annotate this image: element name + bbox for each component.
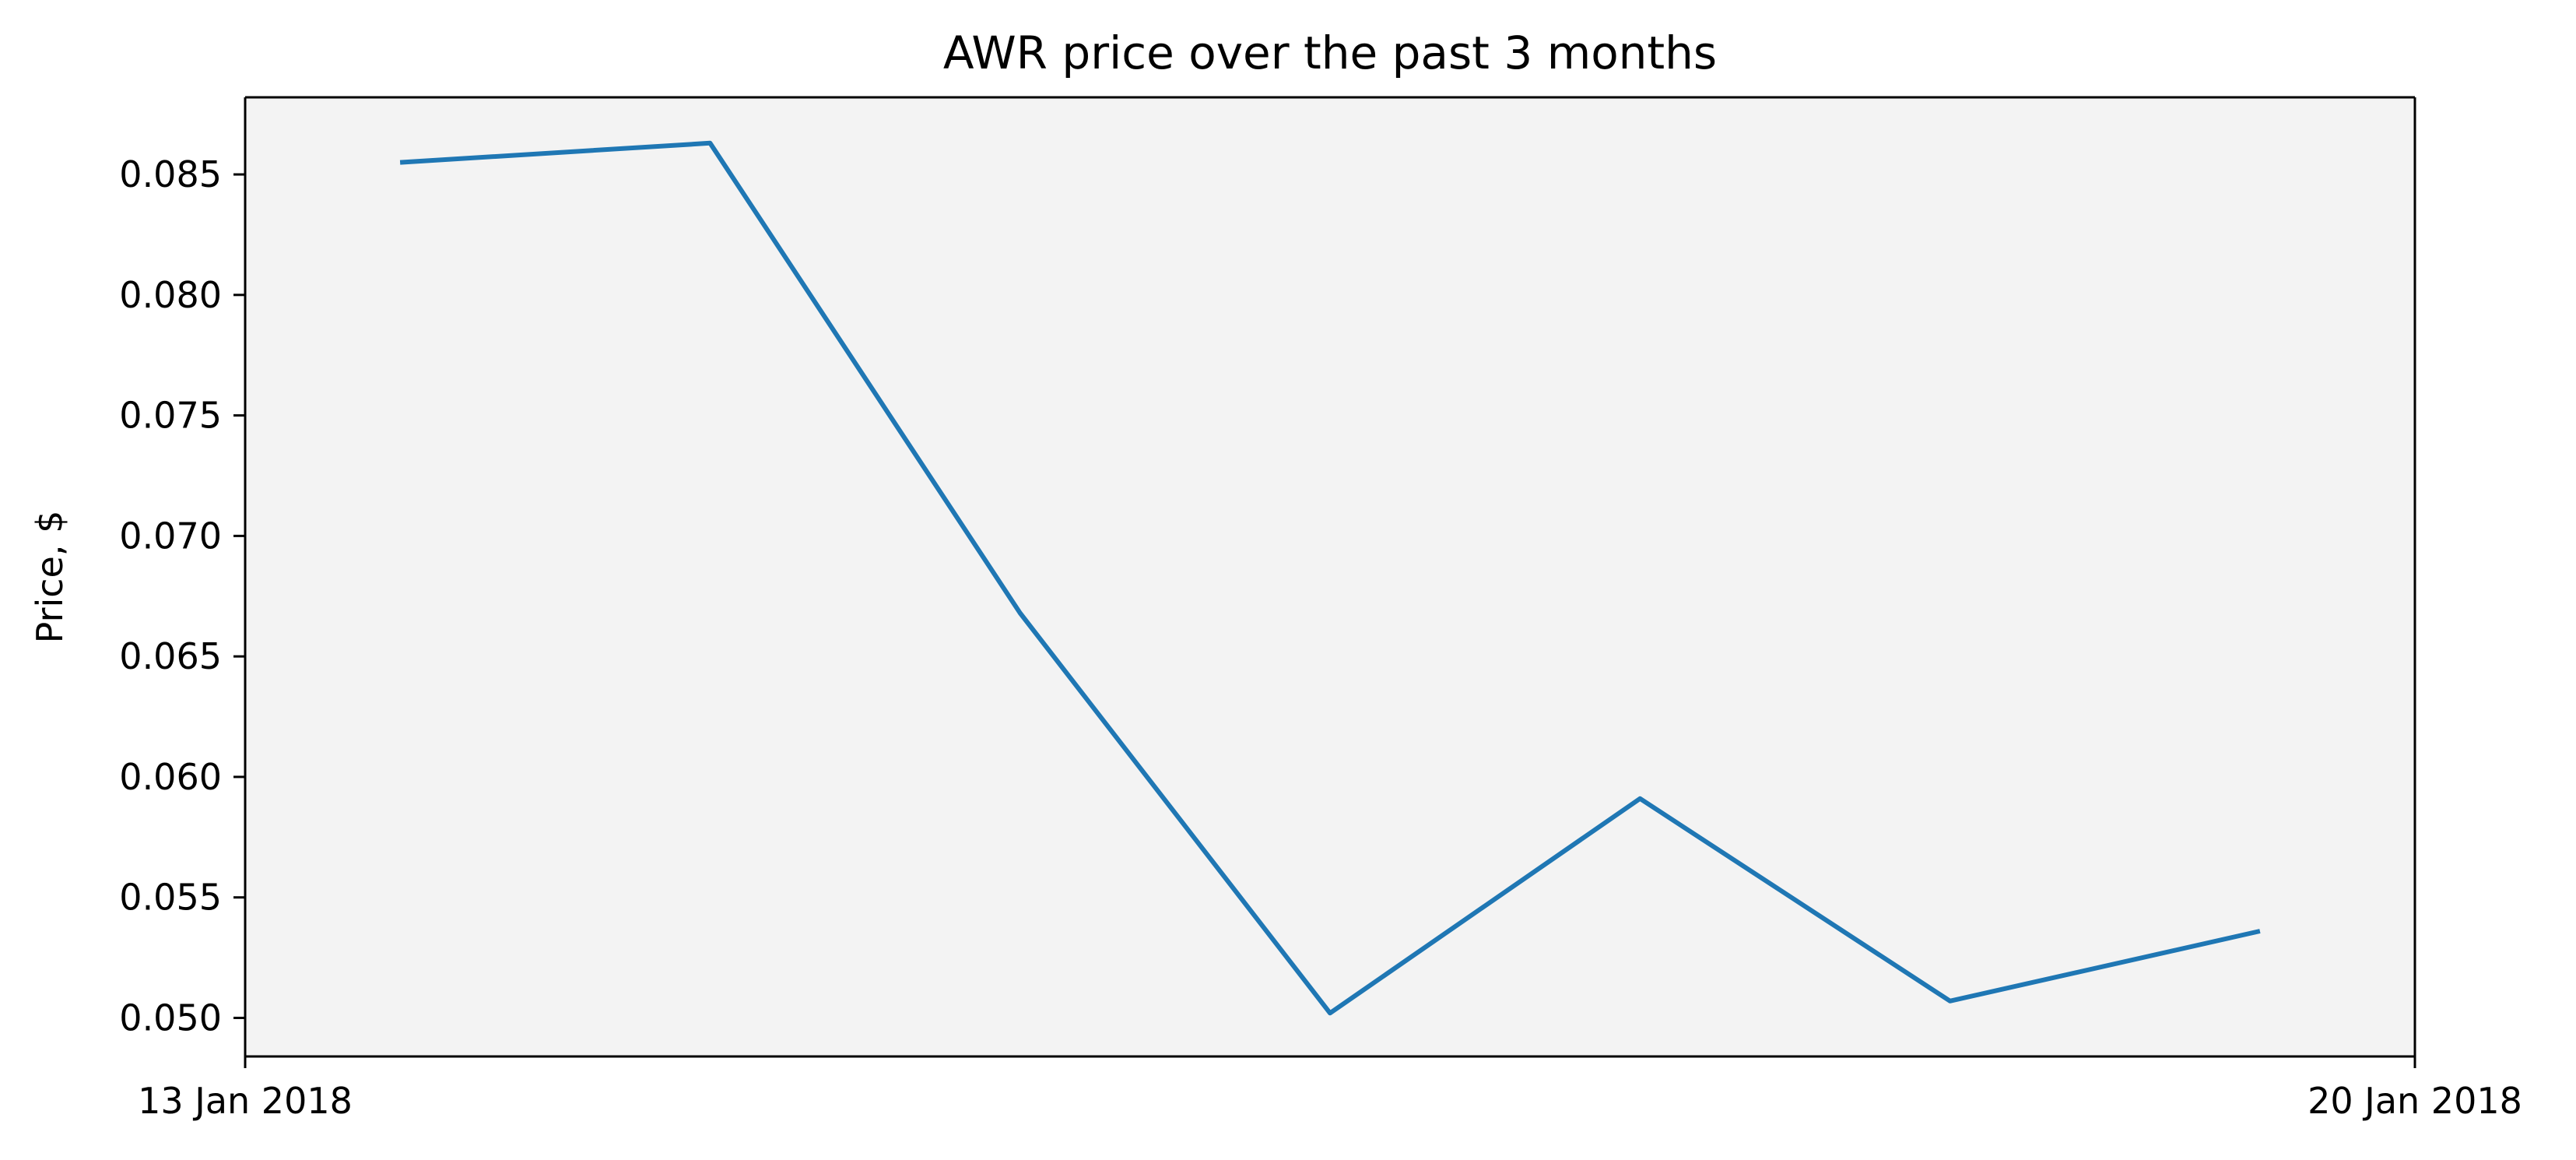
- price-series-line: [399, 140, 2261, 1016]
- y-tick-label: 0.060: [119, 756, 222, 798]
- chart-title: AWR price over the past 3 months: [943, 26, 1717, 79]
- y-tick-label: 0.070: [119, 515, 222, 557]
- x-tick-label: 13 Jan 2018: [138, 1080, 353, 1122]
- y-tick-label: 0.055: [119, 877, 222, 919]
- y-tick-label: 0.075: [119, 395, 222, 437]
- y-tick-label: 0.080: [119, 274, 222, 316]
- x-tick-label: 20 Jan 2018: [2308, 1080, 2522, 1122]
- y-tick-label: 0.085: [119, 153, 222, 195]
- y-tick-label: 0.050: [119, 997, 222, 1039]
- y-tick-label: 0.065: [119, 635, 222, 677]
- y-ticks: 0.050 0.055 0.060 0.065 0.070 0.075 0.080 0.085: [119, 153, 245, 1039]
- y-axis-label: Price, $: [29, 511, 71, 644]
- x-ticks: 13 Jan 2018 20 Jan 2018: [138, 1056, 2522, 1122]
- series-layer: [399, 140, 2261, 1016]
- plot-background: [245, 97, 2415, 1056]
- axes-layer: [244, 96, 2416, 1058]
